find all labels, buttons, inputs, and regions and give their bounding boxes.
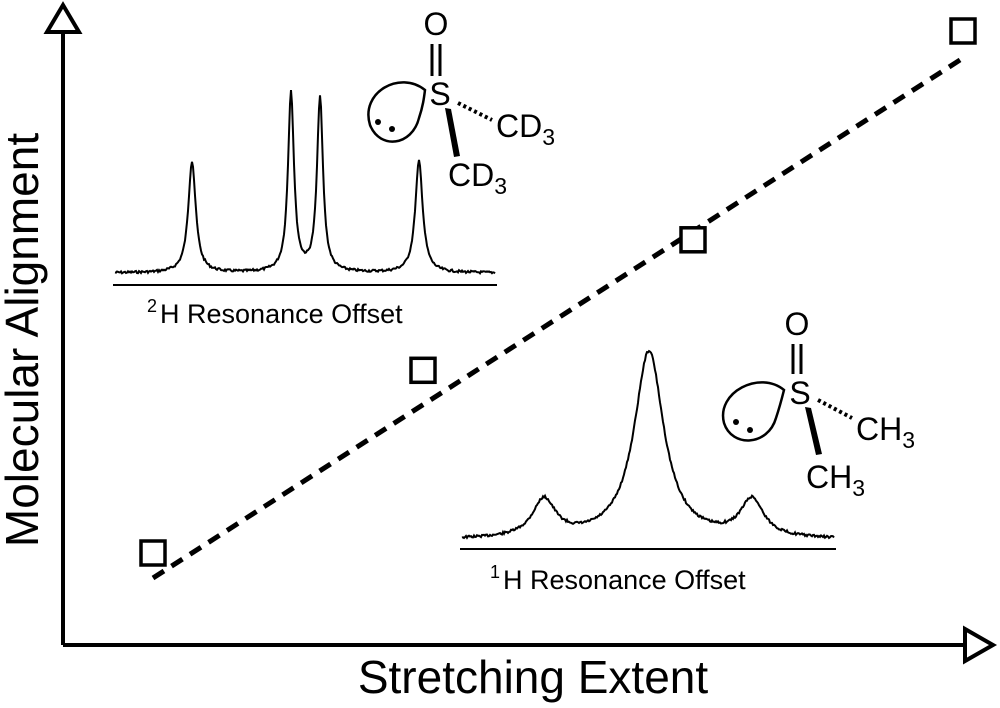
- data-point-marker: [949, 17, 977, 45]
- molecule-h6-group-2-text: CH: [806, 459, 852, 495]
- spectrum-1h-label-sup: 1: [490, 562, 500, 582]
- molecule-h6-group-2: CH3: [806, 459, 865, 501]
- molecule-h6-group-1: CH3: [856, 411, 915, 453]
- molecule-h6-group-2-sub: 3: [852, 475, 865, 501]
- y-axis-arrow: [43, 1, 83, 34]
- spectrum-1h-trace: [461, 349, 835, 540]
- molecule-h6-group-1-sub: 3: [902, 427, 915, 453]
- molecule-dmso: O S CH3 CH3: [721, 306, 915, 501]
- molecule-h6-hashed-bond: [817, 398, 853, 420]
- molecule-d6-group-1-text: CD: [496, 108, 542, 144]
- molecule-d6-lone-pair-dot-1: [375, 119, 381, 125]
- molecule-d6-group-2-text: CD: [448, 157, 494, 193]
- spectrum-1h-label-main: H Resonance Offset: [503, 565, 746, 595]
- trendline: [151, 55, 965, 581]
- spectrum-2h-trace: [114, 90, 496, 275]
- molecule-h6-lone-pair-dot-2: [747, 427, 753, 433]
- molecule-h6-lone-pair-dot-1: [733, 419, 739, 425]
- molecule-dmso-d6: O S CD3 CD3: [367, 6, 555, 199]
- molecule-h6-group-1-text: CH: [856, 411, 902, 447]
- molecule-d6-wedge-bond: [445, 108, 460, 157]
- molecule-d6-sulfur: S: [429, 76, 450, 112]
- molecule-d6-hashed-bond: [457, 101, 493, 122]
- y-axis-title: Molecular Alignment: [0, 133, 48, 547]
- molecule-h6-lone-pair-lobe: [721, 381, 786, 442]
- x-axis-title: Stretching Extent: [358, 651, 709, 703]
- x-axis-arrow: [963, 625, 998, 665]
- data-point-marker: [409, 356, 437, 385]
- data-markers: [139, 17, 977, 567]
- molecule-d6-lone-pair-dot-2: [389, 126, 395, 132]
- molecule-d6-group-1-sub: 3: [542, 124, 555, 150]
- data-point-marker: [139, 539, 167, 567]
- molecule-d6-oxygen: O: [424, 6, 449, 42]
- spectrum-2h-label-sup: 2: [147, 296, 157, 316]
- molecule-h6-oxygen: O: [785, 306, 810, 342]
- molecule-d6-group-2: CD3: [448, 157, 507, 199]
- data-point-marker: [679, 226, 707, 254]
- spectrum-2h-label-main: H Resonance Offset: [160, 299, 403, 329]
- molecule-h6-wedge-bond: [805, 407, 822, 455]
- molecule-h6-sulfur: S: [789, 375, 810, 411]
- molecule-d6-group-2-sub: 3: [494, 173, 507, 199]
- molecule-d6-group-1: CD3: [496, 108, 555, 150]
- molecule-d6-lone-pair-lobe: [367, 81, 427, 143]
